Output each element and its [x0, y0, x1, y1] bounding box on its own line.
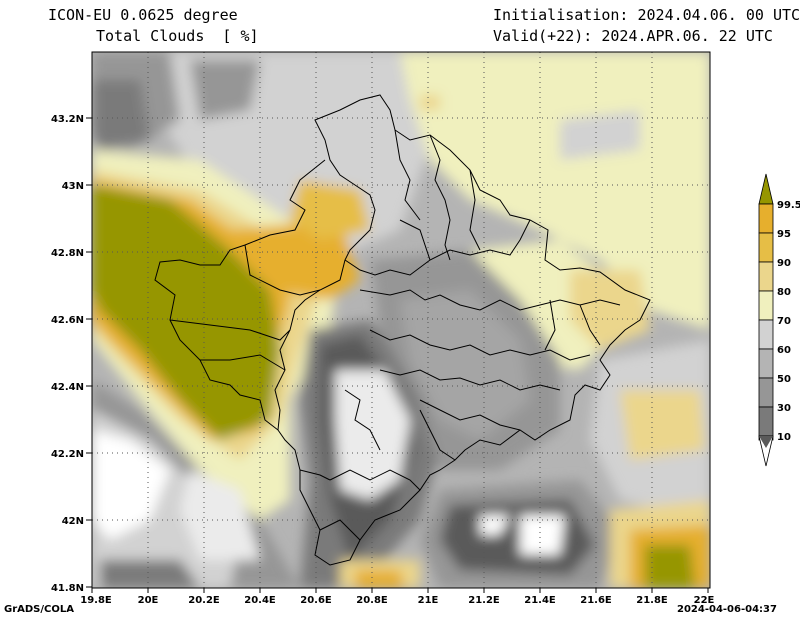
colorbar-swatch [759, 436, 773, 448]
colorbar-swatch [758, 232, 774, 263]
initialisation-time: Initialisation: 2024.04.06. 00 UTC [493, 6, 800, 24]
lat-labels: 43.2N 43N 42.8N 42.6N 42.4N 42.2N 42N 41… [51, 114, 84, 594]
lon-label: 20E [138, 595, 159, 606]
lon-label: 20.4E [244, 595, 276, 606]
lat-label: 42.2N [51, 449, 84, 460]
map-frame [91, 51, 711, 589]
border-lines [154, 94, 651, 566]
lat-label: 42N [62, 516, 84, 527]
lon-label: 21E [418, 595, 439, 606]
lon-label: 21.8E [636, 595, 668, 606]
footer-credit: GrADS/COLA [4, 604, 74, 615]
lat-label: 42.6N [51, 315, 84, 326]
cloud-field [92, 52, 710, 588]
colorbar-label: 70 [777, 316, 791, 327]
lon-label: 20.2E [188, 595, 220, 606]
colorbar-swatch [758, 319, 774, 350]
footer-timestamp: 2024-04-06-04:37 [677, 604, 777, 615]
lat-label: 41.8N [51, 583, 84, 594]
colorbar-swatch [758, 406, 774, 437]
lon-label: 20.6E [300, 595, 332, 606]
lon-label: 21.2E [468, 595, 500, 606]
lon-label: 20.8E [356, 595, 388, 606]
colorbar-label: 99.5 [777, 200, 800, 211]
colorbar-swatch [758, 348, 774, 379]
colorbar-label: 60 [777, 345, 791, 356]
valid-time: Valid(+22): 2024.APR.06. 22 UTC [493, 27, 773, 45]
model-title: ICON-EU 0.0625 degree [48, 6, 238, 24]
colorbar-swatch [758, 203, 774, 234]
lon-label: 21.4E [524, 595, 556, 606]
lon-label: 22E [694, 595, 715, 606]
lon-label: 21.6E [580, 595, 612, 606]
colorbar-label: 10 [777, 432, 791, 443]
lon-label: 19.8E [80, 595, 112, 606]
colorbar-label: 90 [777, 258, 791, 269]
lat-label: 43.2N [51, 114, 84, 125]
lon-labels: 19.8E 20E 20.2E 20.4E 20.6E 20.8E 21E 21… [80, 595, 714, 606]
lat-label: 42.4N [51, 382, 84, 393]
lat-label: 43N [62, 181, 84, 192]
colorbar [758, 173, 774, 467]
colorbar-label: 95 [777, 229, 791, 240]
colorbar-labels: 99.5 95 90 80 70 60 50 30 10 [777, 200, 800, 443]
colorbar-swatch [758, 261, 774, 292]
grid-lines [92, 52, 710, 588]
colorbar-label: 50 [777, 374, 791, 385]
colorbar-label: 80 [777, 287, 791, 298]
colorbar-label: 30 [777, 403, 791, 414]
colorbar-swatch [758, 173, 774, 205]
colorbar-swatch [758, 377, 774, 408]
lat-label: 42.8N [51, 248, 84, 259]
tick-marks [86, 117, 709, 593]
variable-title: Total Clouds [ %] [96, 27, 259, 45]
colorbar-swatch [758, 290, 774, 321]
